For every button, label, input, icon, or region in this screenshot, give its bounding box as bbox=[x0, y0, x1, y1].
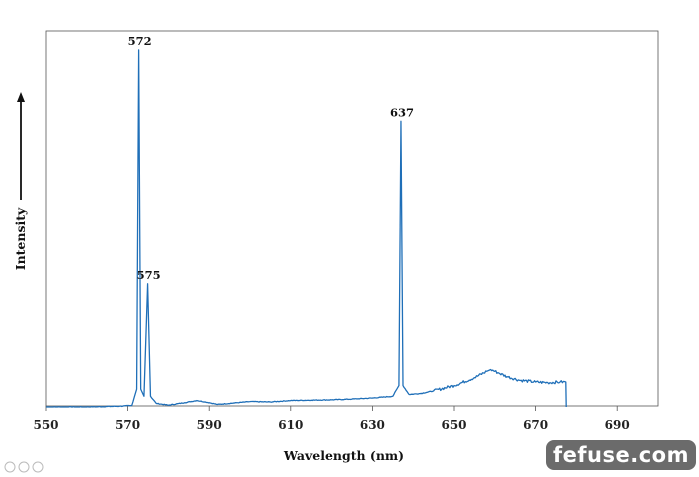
license-badge-icon bbox=[4, 458, 48, 473]
peak-label: 575 bbox=[137, 268, 161, 282]
series-layer bbox=[46, 49, 567, 408]
series-line bbox=[46, 49, 567, 408]
annotation-layer: 572 575 637 bbox=[128, 34, 414, 282]
peak-label: 572 bbox=[128, 34, 152, 48]
x-tick-label: 690 bbox=[605, 418, 630, 432]
y-axis-title: Intensity bbox=[13, 207, 28, 270]
x-axis-title: Wavelength (nm) bbox=[283, 448, 404, 463]
watermark-logo: fefuse.com bbox=[546, 440, 696, 470]
x-tick-label: 630 bbox=[360, 418, 385, 432]
x-tick-label: 670 bbox=[523, 418, 548, 432]
x-axis-ticks: 550 570 590 610 630 650 670 690 bbox=[33, 406, 630, 432]
x-tick-label: 570 bbox=[115, 418, 140, 432]
plot-frame bbox=[45, 30, 659, 407]
x-tick-label: 610 bbox=[278, 418, 303, 432]
y-axis-arrow bbox=[17, 92, 25, 200]
peak-label: 637 bbox=[390, 105, 414, 119]
x-tick-label: 650 bbox=[441, 418, 466, 432]
x-tick-label: 550 bbox=[33, 418, 58, 432]
x-tick-label: 590 bbox=[197, 418, 222, 432]
